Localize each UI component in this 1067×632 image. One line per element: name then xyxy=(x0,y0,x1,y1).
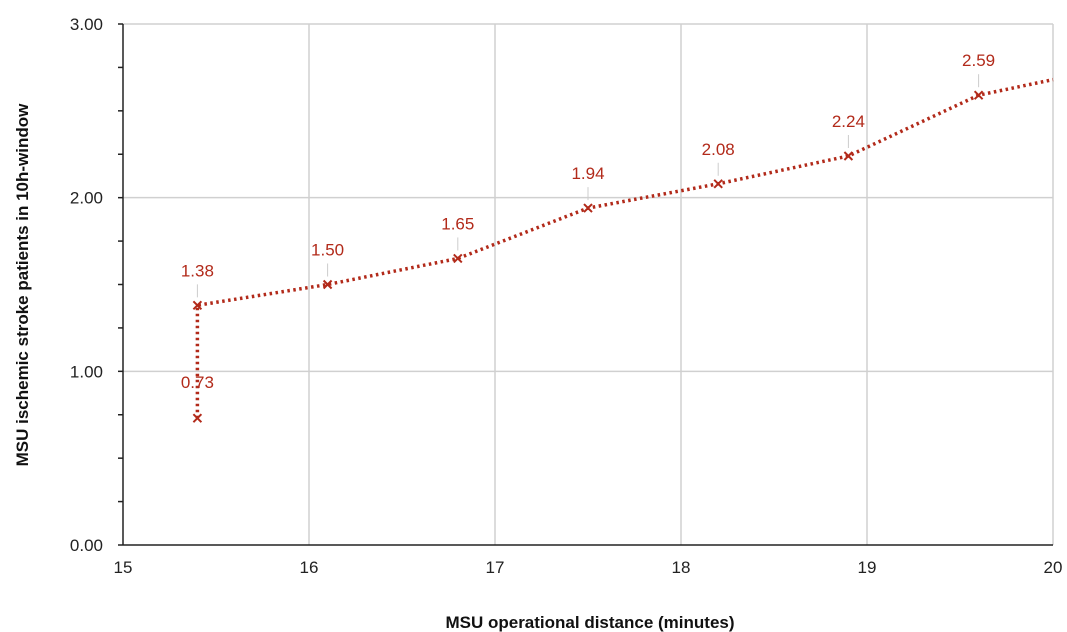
x-tick-label: 17 xyxy=(486,558,505,577)
data-point-marker xyxy=(453,253,463,264)
x-tick-label: 20 xyxy=(1044,558,1063,577)
x-tick-label: 15 xyxy=(114,558,133,577)
y-tick-labels: 0.00 1.00 2.00 3.00 xyxy=(70,15,103,555)
axes xyxy=(118,23,1053,546)
y-axis-title: MSU ischemic stroke patients in 10h-wind… xyxy=(13,103,32,467)
data-label: 1.50 xyxy=(311,241,344,260)
data-label: 1.65 xyxy=(441,214,474,233)
y-tick-label: 2.00 xyxy=(70,189,103,208)
data-label: 2.59 xyxy=(962,51,995,70)
data-label: 2.08 xyxy=(702,140,735,159)
data-point-marker xyxy=(322,279,333,290)
data-point-marker xyxy=(843,151,854,161)
marker-stroke xyxy=(843,151,854,161)
data-labels: 0.73 1.38 1.50 1.65 1.94 2.08 2.24 2.59 xyxy=(181,51,995,392)
y-tick-label: 1.00 xyxy=(70,362,103,381)
data-point-marker xyxy=(583,203,593,213)
marker-stroke xyxy=(583,203,593,213)
data-label: 0.73 xyxy=(181,373,214,392)
marker-stroke xyxy=(713,179,723,189)
x-tick-label: 19 xyxy=(858,558,877,577)
marker-stroke xyxy=(973,90,984,100)
data-label: 2.24 xyxy=(832,112,865,131)
y-tick-label: 3.00 xyxy=(70,15,103,34)
data-point-marker xyxy=(192,300,203,311)
data-label: 1.38 xyxy=(181,261,214,280)
marker-stroke xyxy=(322,279,333,290)
x-tick-label: 18 xyxy=(672,558,691,577)
y-tick-label: 0.00 xyxy=(70,536,103,555)
x-tick-label: 16 xyxy=(300,558,319,577)
data-label: 1.94 xyxy=(571,164,604,183)
x-axis-title: MSU operational distance (minutes) xyxy=(445,613,734,632)
marker-stroke xyxy=(192,300,203,311)
data-point-marker xyxy=(713,179,723,189)
marker-stroke xyxy=(453,253,463,264)
marker-stroke xyxy=(192,413,203,423)
grid-lines xyxy=(123,23,1054,545)
series-line xyxy=(192,77,1054,423)
data-point-marker xyxy=(192,413,203,423)
x-tick-labels: 15 16 17 18 19 20 xyxy=(114,558,1063,577)
data-point-marker xyxy=(973,90,984,100)
